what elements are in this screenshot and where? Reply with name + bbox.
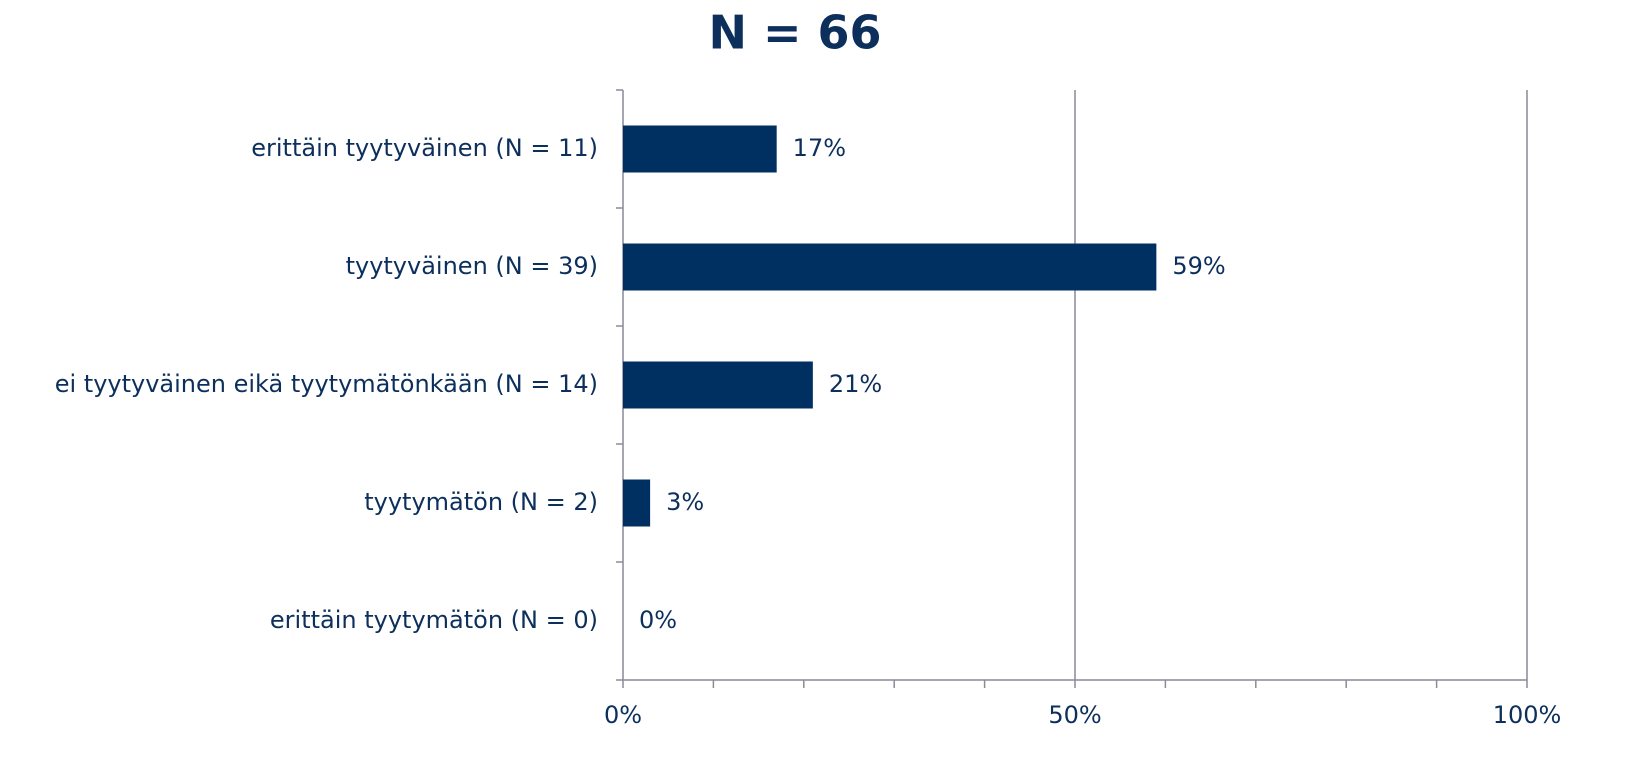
x-tick-label: 0% (604, 701, 642, 729)
data-label: 3% (666, 488, 704, 516)
y-tick-label: ei tyytyväinen eikä tyytymätönkään (N = … (55, 370, 598, 398)
y-tick-label: tyytyväinen (N = 39) (346, 252, 598, 280)
bar (623, 125, 777, 173)
x-tick-label: 100% (1493, 701, 1562, 729)
y-tick-label: erittäin tyytymätön (N = 0) (270, 606, 598, 634)
y-tick-label: erittäin tyytyväinen (N = 11) (251, 134, 598, 162)
data-label: 21% (829, 370, 882, 398)
data-label: 17% (793, 134, 846, 162)
data-label: 59% (1172, 252, 1225, 280)
y-tick-label: tyytymätön (N = 2) (364, 488, 598, 516)
x-tick-label: 50% (1048, 701, 1101, 729)
chart-title: N = 66 (708, 6, 881, 60)
bar (623, 243, 1157, 291)
bar (623, 479, 651, 527)
bar (623, 361, 813, 409)
data-label: 0% (639, 606, 677, 634)
